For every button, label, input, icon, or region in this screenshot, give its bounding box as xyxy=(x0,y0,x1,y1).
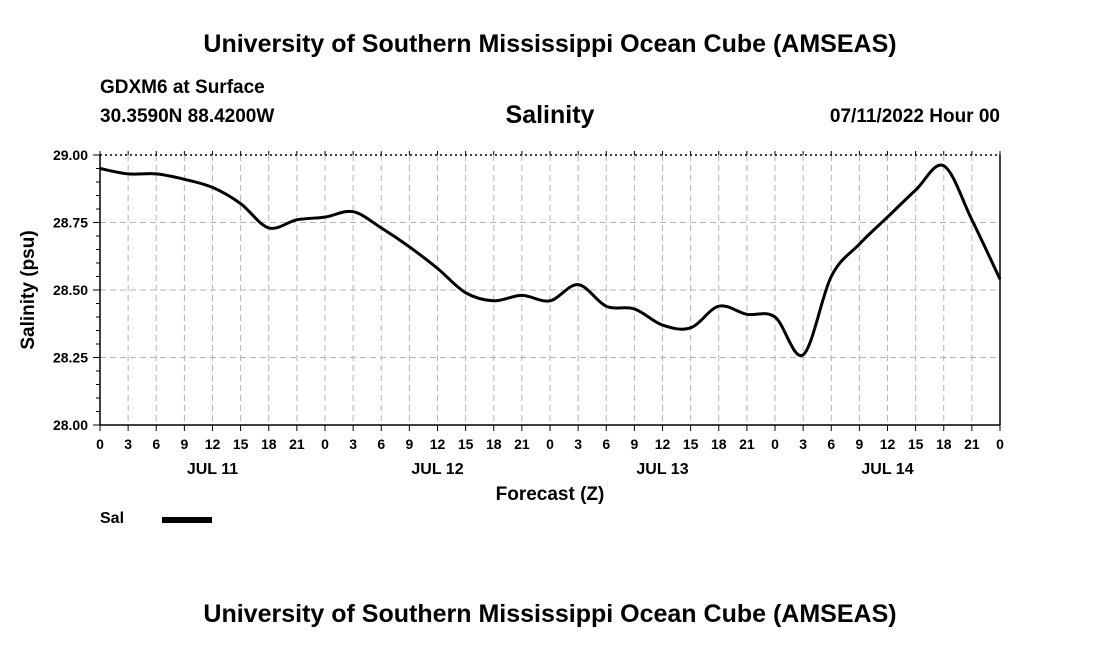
x-tick-label: 21 xyxy=(739,436,755,452)
x-tick-label: 18 xyxy=(936,436,952,452)
x-day-label: JUL 13 xyxy=(636,461,688,478)
x-tick-label: 15 xyxy=(908,436,924,452)
x-tick-label: 6 xyxy=(602,436,610,452)
x-tick-label: 12 xyxy=(205,436,221,452)
x-day-label: JUL 12 xyxy=(411,461,463,478)
axes xyxy=(93,151,1001,431)
y-tick-label: 28.00 xyxy=(53,417,88,433)
x-tick-label: 9 xyxy=(630,436,638,452)
x-tick-label: 3 xyxy=(349,436,357,452)
legend-label: Sal xyxy=(100,510,125,527)
x-tick-label: 0 xyxy=(546,436,554,452)
grid-lines xyxy=(100,155,1000,425)
x-day-label: JUL 14 xyxy=(861,461,913,478)
y-tick-label: 28.75 xyxy=(53,215,88,231)
x-tick-label: 12 xyxy=(655,436,671,452)
y-tick-label: 28.25 xyxy=(53,350,88,366)
x-tick-label: 21 xyxy=(964,436,980,452)
x-tick-label: 3 xyxy=(574,436,582,452)
x-tick-label: 6 xyxy=(152,436,160,452)
x-tick-label: 15 xyxy=(683,436,699,452)
x-tick-label: 9 xyxy=(405,436,413,452)
x-tick-label: 3 xyxy=(799,436,807,452)
x-tick-label: 6 xyxy=(827,436,835,452)
x-tick-label: 12 xyxy=(430,436,446,452)
x-tick-label: 15 xyxy=(233,436,249,452)
x-tick-label: 0 xyxy=(771,436,779,452)
series-line-sal xyxy=(99,163,1002,357)
x-day-label: JUL 11 xyxy=(187,461,238,478)
x-tick-label: 21 xyxy=(514,436,530,452)
forecast-date-label: 07/11/2022 Hour 00 xyxy=(829,106,1000,127)
x-tick-label: 18 xyxy=(711,436,727,452)
x-axis-title: Forecast (Z) xyxy=(496,484,605,505)
chart-title-bottom: University of Southern Mississippi Ocean… xyxy=(203,600,897,628)
y-axis-title: Salinity (psu) xyxy=(18,230,39,349)
axis-labels: 0 3 6 9 12 15 18 21 0 3 6 9 12 15 18 21 0 3 6 9 12 15 18 21 0 3 6 9… xyxy=(18,147,1004,505)
legend-swatch xyxy=(162,517,212,523)
x-tick-label: 9 xyxy=(180,436,188,452)
x-tick-label: 0 xyxy=(96,436,104,452)
x-tick-label: 9 xyxy=(855,436,863,452)
series-layer xyxy=(99,163,1002,357)
x-tick-label: 21 xyxy=(289,436,305,452)
y-tick-label: 28.50 xyxy=(53,282,88,298)
x-tick-label: 0 xyxy=(321,436,329,452)
station-label: GDXM6 at Surface xyxy=(100,77,265,98)
chart-subtitle: Salinity xyxy=(505,101,595,129)
x-tick-label: 6 xyxy=(377,436,385,452)
coordinates-label: 30.3590N 88.4200W xyxy=(100,106,275,127)
x-tick-label: 12 xyxy=(880,436,896,452)
x-tick-label: 18 xyxy=(486,436,502,452)
x-tick-label: 18 xyxy=(261,436,277,452)
x-tick-label: 3 xyxy=(124,436,132,452)
x-tick-label: 0 xyxy=(996,436,1004,452)
x-tick-label: 15 xyxy=(458,436,474,452)
y-tick-label: 29.00 xyxy=(53,147,88,163)
chart-title-top: University of Southern Mississippi Ocean… xyxy=(203,30,897,58)
